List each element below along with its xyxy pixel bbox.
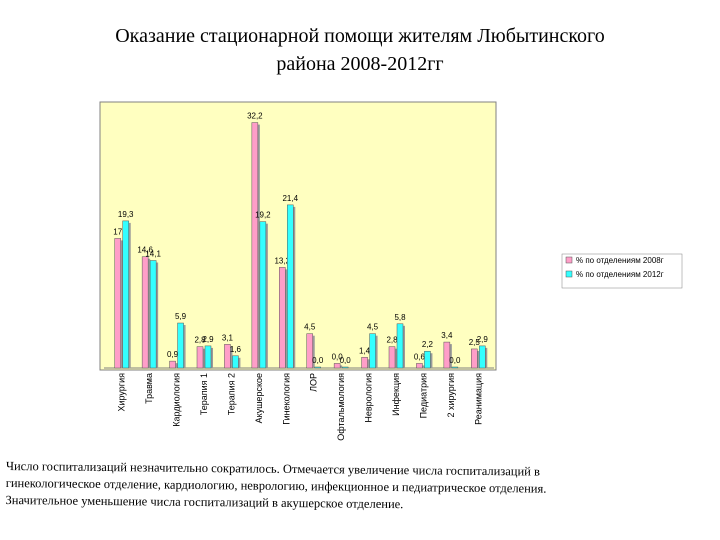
legend-swatch — [565, 256, 573, 264]
x-tick-label: Педиатрия — [418, 373, 428, 419]
bar-2008-2 — [169, 360, 176, 369]
x-tick-label: Реанимация — [473, 373, 483, 425]
data-label: 3,4 — [441, 331, 453, 340]
bar-2012-9 — [369, 333, 376, 369]
bar-2012-8 — [341, 366, 349, 369]
data-label: 14,6 — [137, 246, 153, 255]
bar-2008-8 — [333, 363, 341, 369]
title-line-1: Оказание стационарной помощи жителям Люб… — [115, 25, 605, 47]
data-label: 0,9 — [167, 350, 179, 359]
bar-2008-13 — [471, 348, 478, 369]
plot-area — [99, 101, 497, 371]
bar-2008-4 — [224, 344, 231, 369]
data-label: 0,0 — [449, 356, 461, 365]
data-label: 0,0 — [340, 356, 352, 365]
data-label: 5,9 — [175, 312, 187, 321]
data-label: 2,9 — [477, 335, 489, 344]
legend-swatch — [565, 270, 573, 278]
data-label: 19,3 — [118, 210, 134, 219]
data-label: 5,8 — [394, 313, 406, 322]
bar-2008-12 — [443, 341, 451, 369]
data-label: 19,2 — [255, 211, 271, 220]
bar-2012-6 — [287, 204, 294, 369]
x-tick-label: Офтальмология — [336, 373, 346, 441]
x-tick-label: Кардиология — [172, 373, 182, 427]
legend-label: % по отделениям 2012г — [576, 270, 664, 279]
data-label: 14,1 — [145, 250, 161, 259]
bar-2008-3 — [196, 346, 204, 369]
data-label: 4,5 — [367, 323, 379, 332]
data-label: 21,4 — [282, 194, 298, 203]
bar-2012-1 — [149, 260, 157, 369]
data-label: 17 — [113, 227, 122, 236]
bar-2008-0 — [114, 238, 121, 369]
bar-2008-10 — [388, 346, 396, 369]
x-tick-label: Гинекология — [281, 373, 291, 425]
data-label: 2,8 — [386, 336, 398, 345]
data-label: 2,9 — [202, 335, 214, 344]
x-tick-label: Терапия 2 — [226, 373, 236, 415]
x-tick-label: Терапия 1 — [199, 373, 209, 415]
title-line-2: района 2008-2012гг — [276, 53, 444, 75]
bar-2008-9 — [361, 357, 368, 369]
x-tick-label: Травма — [144, 373, 154, 404]
data-label: 0,0 — [312, 356, 324, 365]
bar-2012-0 — [122, 220, 129, 369]
bar-2008-11 — [416, 363, 423, 369]
data-label: 2,8 — [194, 336, 206, 345]
bar-2012-13 — [479, 345, 486, 369]
x-tick-label: 2 хирургия — [446, 373, 456, 418]
legend-box — [561, 253, 683, 289]
caption: Число госпитализаций незначительно сокра… — [5, 458, 665, 516]
chart-title: Оказание стационарной помощи жителям Люб… — [0, 22, 720, 78]
x-tick-label: Инфекция — [391, 373, 401, 416]
bar-2012-11 — [424, 350, 431, 369]
data-label: 13,2 — [274, 256, 290, 265]
data-label: 2,2 — [422, 340, 434, 349]
data-label: 32,2 — [247, 112, 263, 121]
bar-2012-3 — [204, 345, 212, 369]
data-label: 2,5 — [469, 338, 481, 347]
bar-2012-4 — [232, 355, 239, 369]
data-label: 4,5 — [304, 323, 316, 332]
legend-label: % по отделениям 2008г — [576, 256, 664, 265]
x-tick-label: ЛОР — [309, 373, 319, 392]
bar-2012-2 — [177, 322, 184, 369]
x-tick-label: Неврология — [364, 373, 374, 423]
bar-2012-12 — [451, 366, 459, 369]
data-label: 1,6 — [230, 345, 242, 354]
data-label: 0,0 — [332, 352, 344, 361]
data-label: 1,4 — [359, 346, 371, 355]
bar-2008-1 — [141, 256, 149, 369]
bar-2008-6 — [279, 267, 286, 369]
bar-2012-5 — [259, 221, 267, 369]
bar-2012-7 — [314, 366, 321, 369]
x-tick-label: Акушерское — [254, 373, 264, 423]
bar-2008-5 — [251, 122, 259, 369]
bar-2008-7 — [306, 333, 313, 369]
x-tick-label: Хирургия — [117, 373, 127, 412]
data-label: 3,1 — [222, 333, 234, 342]
data-label: 0,6 — [414, 352, 426, 361]
bar-2012-10 — [396, 323, 404, 369]
